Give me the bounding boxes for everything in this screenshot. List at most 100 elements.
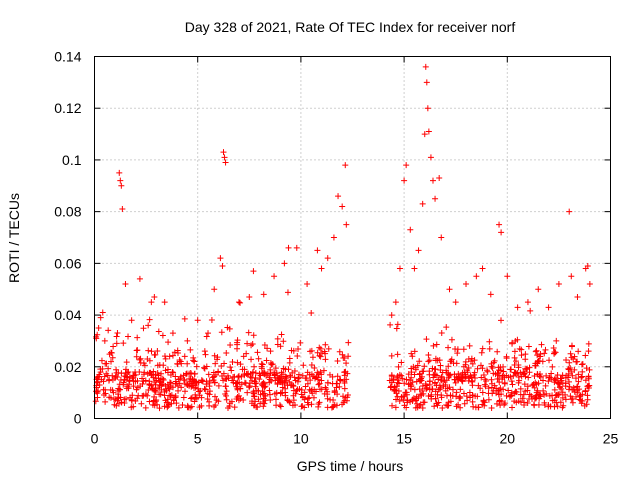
data-point-cloud — [422, 381, 429, 388]
data-point-cloud — [522, 351, 529, 358]
data-point — [425, 128, 432, 135]
data-point-cloud — [460, 346, 467, 353]
data-point-cloud — [482, 376, 489, 383]
data-point-cloud — [246, 383, 253, 390]
data-point-cloud — [565, 365, 572, 372]
data-point-cloud — [551, 403, 558, 410]
x-tick-label: 25 — [603, 431, 619, 447]
data-point-cloud — [517, 399, 524, 406]
data-point-cloud — [416, 376, 423, 383]
data-point-cloud — [290, 397, 297, 404]
data-point-cloud — [145, 347, 152, 354]
data-point-cloud — [146, 316, 153, 323]
data-point — [555, 281, 562, 288]
data-point-cloud — [155, 372, 162, 379]
data-point-cloud — [268, 377, 275, 384]
data-point-cloud — [447, 358, 454, 365]
data-point-cloud — [165, 339, 172, 346]
data-point — [219, 262, 226, 269]
data-point-cloud — [433, 341, 440, 348]
data-point-cloud — [308, 309, 315, 316]
data-point-cloud — [102, 390, 109, 397]
data-point-cloud — [208, 316, 215, 323]
data-point-cloud — [582, 352, 589, 359]
data-point-cloud — [513, 370, 520, 377]
data-point-cloud — [160, 362, 167, 369]
data-point-cloud — [105, 327, 112, 334]
data-point-cloud — [503, 355, 510, 362]
data-point-cloud — [282, 366, 289, 373]
data-point-cloud — [478, 374, 485, 381]
data-point-cloud — [292, 377, 299, 384]
data-point-cloud — [534, 371, 541, 378]
data-point-cloud — [124, 369, 131, 376]
data-point-cloud — [549, 363, 556, 370]
data-point — [250, 268, 257, 275]
data-point-cloud — [264, 345, 271, 352]
data-point-cloud — [126, 378, 133, 385]
data-point — [161, 299, 168, 306]
data-point — [479, 265, 486, 272]
data-point-cloud — [237, 299, 244, 306]
data-point-cloud — [571, 366, 578, 373]
data-point-cloud — [537, 374, 544, 381]
data-point-cloud — [585, 373, 592, 380]
data-point-cloud — [267, 348, 274, 355]
data-point-cloud — [443, 324, 450, 331]
data-point-cloud — [403, 389, 410, 396]
data-point-cloud — [258, 365, 265, 372]
data-point-cloud — [225, 404, 232, 411]
data-point-cloud — [256, 376, 263, 383]
data-point-cloud — [439, 369, 446, 376]
data-point-cloud — [228, 367, 235, 374]
data-point-cloud — [172, 373, 179, 380]
y-tick-label: 0.14 — [54, 49, 81, 65]
data-point-cloud — [565, 386, 572, 393]
data-point-cloud — [568, 343, 575, 350]
data-point-cloud — [123, 385, 130, 392]
data-point-cloud — [288, 347, 295, 354]
data-point-cloud — [220, 370, 227, 377]
data-point-cloud — [231, 404, 238, 411]
data-point-cloud — [542, 346, 549, 353]
data-point-cloud — [413, 378, 420, 385]
data-point-cloud — [425, 393, 432, 400]
data-point-cloud — [408, 382, 415, 389]
data-point-cloud — [201, 365, 208, 372]
data-point-cloud — [109, 354, 116, 361]
data-point-cloud — [151, 402, 158, 409]
data-point-cloud — [98, 376, 105, 383]
data-point-cloud — [206, 383, 213, 390]
data-point-cloud — [453, 360, 460, 367]
data-point — [222, 159, 229, 166]
data-point-cloud — [132, 397, 139, 404]
data-point-cloud — [494, 348, 501, 355]
data-point-cloud — [168, 400, 175, 407]
data-point-cloud — [102, 360, 109, 367]
data-point-cloud — [517, 369, 524, 376]
data-point-cloud — [212, 393, 219, 400]
data-point-cloud — [508, 366, 515, 373]
data-point-cloud — [562, 396, 569, 403]
data-point-cloud — [443, 377, 450, 384]
data-point-cloud — [526, 369, 533, 376]
data-point-cloud — [575, 348, 582, 355]
data-point-cloud — [299, 403, 306, 410]
data-point-cloud — [568, 396, 575, 403]
data-point-cloud — [518, 352, 525, 359]
data-point-cloud — [138, 400, 145, 407]
data-point-cloud — [118, 399, 125, 406]
data-point-cloud — [272, 365, 279, 372]
data-point-cloud — [284, 289, 291, 296]
data-point-cloud — [577, 392, 584, 399]
data-point — [221, 154, 228, 161]
data-point-cloud — [307, 377, 314, 384]
data-point-cloud — [478, 349, 485, 356]
data-point-cloud — [538, 341, 545, 348]
data-point-cloud — [465, 375, 472, 382]
data-point-cloud — [553, 375, 560, 382]
data-point-cloud — [509, 340, 516, 347]
data-point-cloud — [201, 385, 208, 392]
data-point-cloud — [472, 404, 479, 411]
data-point-cloud — [433, 382, 440, 389]
